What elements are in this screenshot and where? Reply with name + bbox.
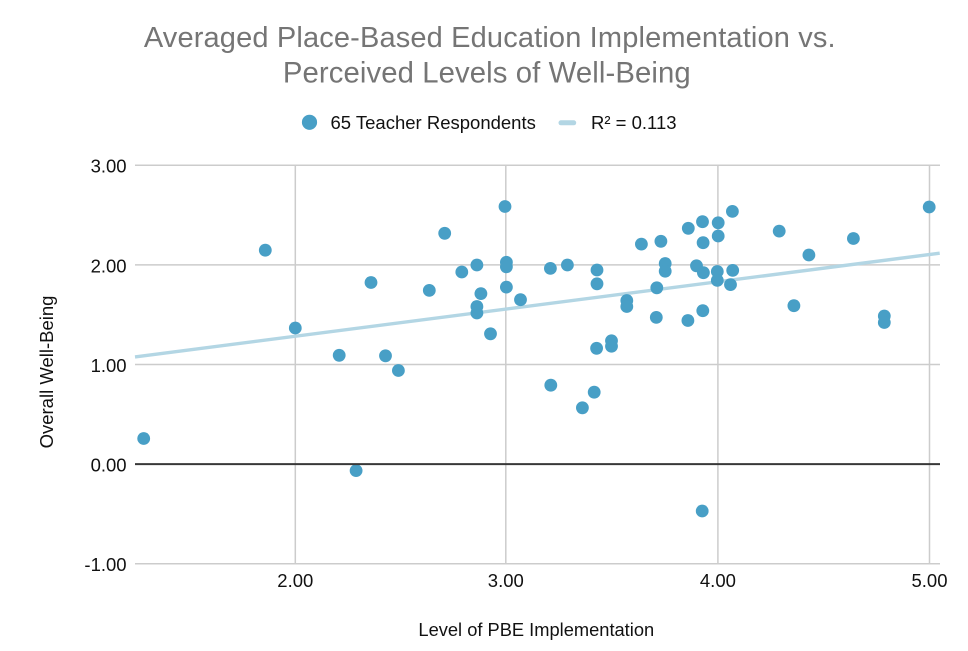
svg-text:0.00: 0.00	[91, 455, 127, 476]
svg-text:2.00: 2.00	[91, 255, 127, 276]
svg-text:3.00: 3.00	[91, 156, 127, 177]
svg-text:3.00: 3.00	[488, 570, 524, 591]
svg-text:65 Teacher Respondents: 65 Teacher Respondents	[331, 112, 536, 133]
svg-text:4.00: 4.00	[700, 570, 736, 591]
svg-text:Level of PBE Implementation: Level of PBE Implementation	[418, 619, 654, 640]
svg-text:1.00: 1.00	[91, 355, 127, 376]
svg-text:Overall Well-Being: Overall Well-Being	[36, 296, 57, 449]
svg-text:Averaged Place-Based Education: Averaged Place-Based Education Implement…	[144, 22, 836, 54]
svg-text:R² = 0.113: R² = 0.113	[591, 112, 677, 133]
svg-text:5.00: 5.00	[911, 570, 947, 591]
svg-text:-1.00: -1.00	[84, 554, 126, 575]
svg-text:Perceived Levels of Well-Being: Perceived Levels of Well-Being	[283, 57, 691, 90]
svg-text:2.00: 2.00	[277, 570, 313, 591]
